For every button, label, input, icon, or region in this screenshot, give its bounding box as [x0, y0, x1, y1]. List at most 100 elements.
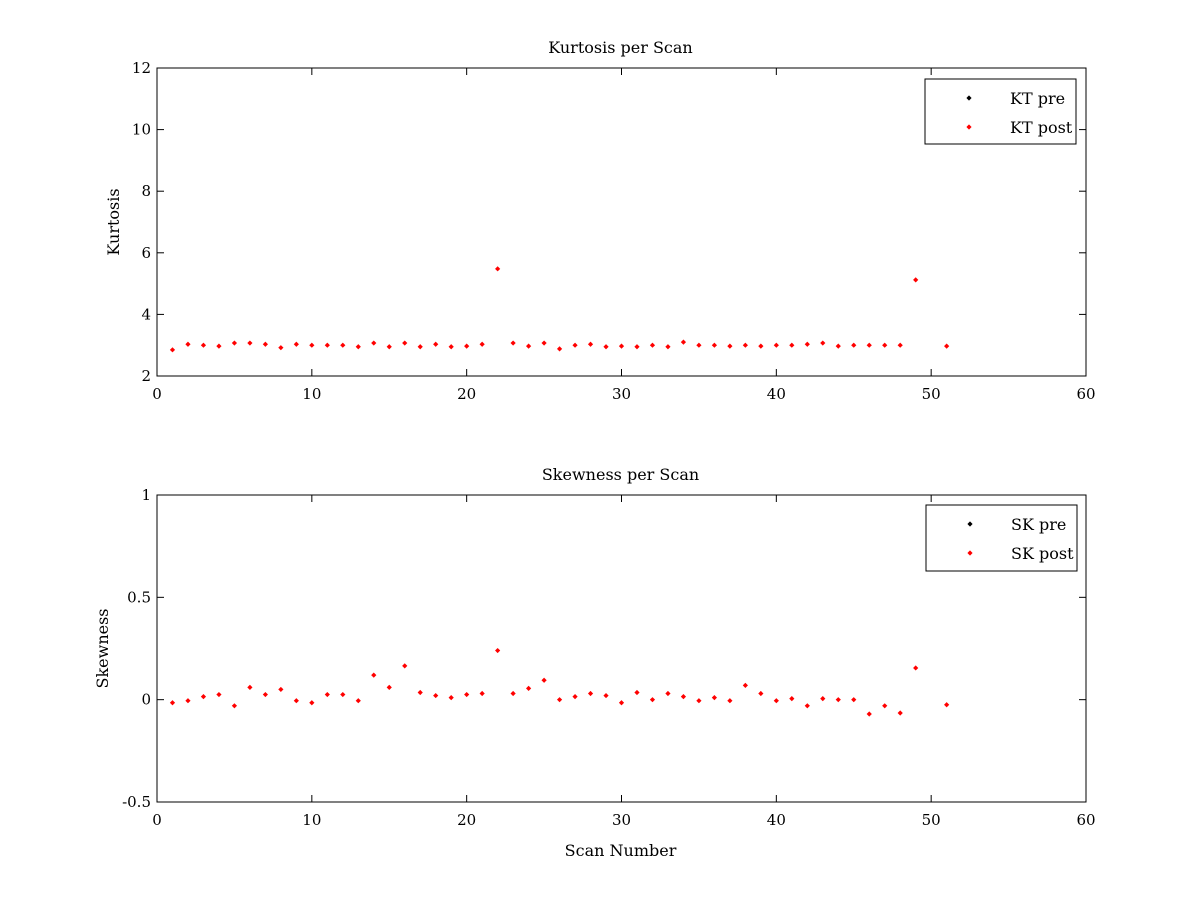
data-point [371, 672, 377, 678]
x-axis-label: Scan Number [565, 841, 677, 860]
data-point [882, 703, 888, 709]
data-point [944, 343, 950, 349]
data-point [293, 341, 299, 347]
data-point [742, 342, 748, 348]
data-point [526, 343, 532, 349]
data-point [448, 695, 454, 701]
data-point [572, 693, 578, 700]
data-point [200, 693, 207, 700]
data-point [340, 342, 346, 348]
data-point [309, 700, 315, 706]
data-point [897, 710, 903, 716]
data-point [355, 344, 361, 350]
y-tick-label: 0.5 [127, 588, 151, 606]
data-point [649, 697, 656, 703]
y-tick-label: 10 [132, 121, 151, 139]
data-point [495, 647, 501, 654]
data-point [541, 340, 547, 346]
data-point [665, 344, 671, 350]
data-point [835, 697, 841, 703]
data-point [680, 693, 687, 700]
data-point [386, 684, 392, 690]
data-point [944, 702, 950, 708]
y-axis-label: Kurtosis [104, 188, 123, 255]
x-tick-label: 50 [922, 811, 941, 829]
data-point [216, 343, 222, 349]
x-tick-label: 60 [1076, 811, 1095, 829]
data-point [510, 340, 516, 346]
y-tick-label: 12 [132, 59, 151, 77]
data-point [603, 344, 609, 350]
data-point [634, 689, 640, 696]
x-tick-label: 20 [457, 385, 476, 403]
y-tick-label: 2 [141, 367, 151, 385]
legend-marker [966, 124, 972, 130]
data-point [340, 691, 346, 698]
data-point [851, 342, 857, 348]
data-point [882, 342, 888, 348]
data-point [386, 344, 392, 350]
legend-entry-label: SK post [1011, 544, 1074, 563]
data-point [572, 342, 578, 348]
legend-entry-label: KT pre [1010, 89, 1065, 108]
data-point [758, 343, 764, 349]
chart-title: Skewness per Scan [542, 465, 699, 484]
data-point [479, 341, 485, 347]
data-point [587, 341, 594, 347]
data-point [231, 703, 238, 709]
x-tick-label: 0 [152, 811, 162, 829]
data-point [231, 340, 238, 346]
data-point [216, 691, 222, 698]
data-point [820, 696, 826, 702]
y-tick-label: 0 [141, 691, 151, 709]
data-point [696, 342, 702, 348]
data-point [262, 691, 268, 698]
data-point [293, 698, 299, 704]
data-point [866, 711, 872, 717]
data-point [278, 345, 284, 351]
data-point [464, 343, 470, 349]
data-point [804, 341, 810, 347]
data-point [433, 692, 439, 699]
data-point [417, 689, 423, 696]
data-point [603, 692, 609, 699]
data-point [804, 703, 810, 709]
data-point [727, 698, 733, 704]
x-tick-label: 10 [302, 811, 321, 829]
data-point [185, 698, 191, 704]
legend-box [925, 504, 1078, 572]
legend-marker [967, 521, 973, 527]
data-point [913, 277, 919, 283]
data-point [495, 266, 501, 272]
data-point [789, 696, 795, 702]
x-tick-label: 30 [612, 385, 631, 403]
data-point [634, 344, 640, 350]
y-axis-label: Skewness [93, 608, 112, 688]
data-point [913, 665, 919, 671]
data-point [541, 677, 547, 683]
data-point [649, 342, 656, 348]
data-point [618, 343, 625, 349]
data-point [200, 342, 207, 348]
data-point [371, 340, 377, 346]
data-point [526, 685, 532, 692]
data-point [820, 340, 826, 346]
data-point [773, 342, 779, 348]
data-point [324, 342, 330, 348]
data-point [247, 340, 253, 346]
kurtosis-chart: 0 10 20 30 40 50 60 2 4 6 8 10 12 Kurtosis per Scan Ku… [104, 38, 1096, 403]
data-point [789, 342, 795, 348]
legend-box [924, 78, 1077, 145]
data-point [866, 342, 872, 348]
data-point [758, 690, 764, 697]
legend-marker [966, 95, 972, 101]
data-point [897, 342, 903, 348]
y-tick-label: 4 [141, 305, 151, 323]
data-point [169, 347, 176, 353]
x-tick-label: 10 [302, 385, 321, 403]
data-point [680, 339, 687, 345]
data-point [185, 341, 191, 347]
data-point [727, 343, 733, 349]
